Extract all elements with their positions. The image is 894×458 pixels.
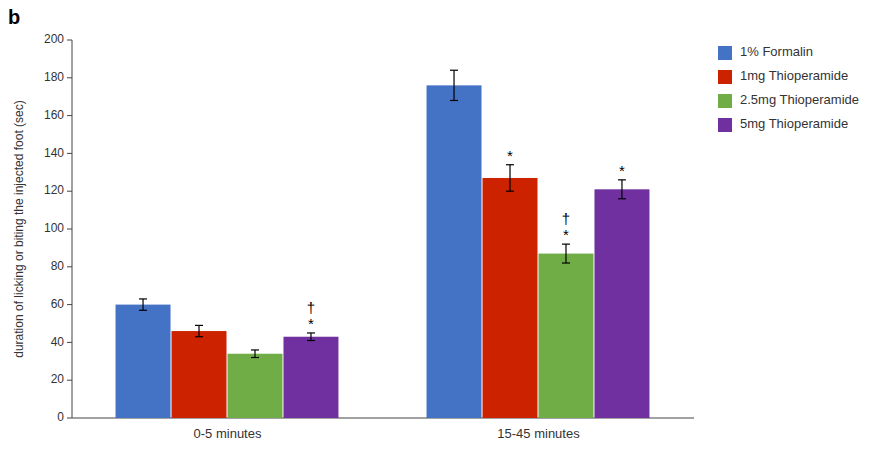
annotation: †	[562, 210, 570, 227]
y-tick	[67, 342, 72, 343]
legend: 1% Formalin 1mg Thioperamide 2.5mg Thioper…	[718, 44, 859, 132]
error-cap	[618, 198, 626, 199]
error-cap	[195, 325, 203, 326]
error-cap	[195, 336, 203, 337]
chart-container: 0 20 40 60 80 100 120 140 160 180 200 duration of l…	[0, 0, 894, 458]
series	[228, 244, 594, 418]
y-tick	[67, 380, 72, 381]
error-cap	[307, 340, 315, 341]
bar	[539, 254, 594, 418]
bar	[483, 178, 538, 418]
y-tick-label: 100	[44, 221, 64, 235]
y-tick-label: 40	[51, 335, 65, 349]
y-tick-label: 180	[44, 70, 64, 84]
error-line	[621, 180, 622, 199]
annotation: †	[307, 299, 315, 316]
series	[172, 165, 538, 418]
y-tick	[67, 229, 72, 230]
error-line	[509, 165, 510, 191]
annotation: *	[308, 315, 314, 332]
error-bar	[307, 333, 315, 341]
error-line	[310, 333, 311, 341]
x-axis: 0-5 minutes 15-45 minutes	[72, 418, 694, 441]
error-bar	[195, 325, 203, 336]
annotation: *	[563, 226, 569, 243]
error-cap	[450, 100, 458, 101]
error-cap	[251, 357, 259, 358]
error-line	[142, 299, 143, 310]
y-tick	[67, 304, 72, 305]
y-tick-label: 80	[51, 259, 65, 273]
error-cap	[506, 191, 514, 192]
y-tick-label: 0	[57, 410, 64, 424]
series	[116, 70, 482, 418]
y-tick	[67, 191, 72, 192]
y-tick	[67, 40, 72, 41]
annotation: *	[619, 162, 625, 179]
error-cap	[251, 349, 259, 350]
error-line	[254, 350, 255, 358]
chart: 0 20 40 60 80 100 120 140 160 180 200 duration of l…	[0, 0, 894, 458]
annotation: *	[507, 147, 513, 164]
x-tick-label: 0-5 minutes	[194, 426, 262, 441]
y-tick	[67, 153, 72, 154]
marks	[116, 70, 650, 418]
y-tick-label: 120	[44, 183, 64, 197]
error-bar	[450, 70, 458, 100]
legend-label: 1mg Thioperamide	[740, 68, 848, 83]
y-tick	[67, 115, 72, 116]
error-cap	[562, 244, 570, 245]
y-tick-label: 20	[51, 372, 65, 386]
title: b	[8, 6, 20, 28]
bar	[172, 331, 227, 418]
error-bar	[251, 350, 259, 358]
legend-swatch	[718, 46, 732, 60]
bar	[594, 189, 649, 418]
error-cap	[618, 179, 626, 180]
annotations: *†**†*	[307, 147, 625, 332]
legend-swatch	[718, 118, 732, 132]
error-cap	[307, 332, 315, 333]
legend-label: 1% Formalin	[740, 44, 813, 59]
y-tick	[67, 418, 72, 419]
error-line	[453, 70, 454, 100]
bar	[283, 337, 338, 418]
error-bar	[618, 180, 626, 199]
series	[283, 180, 649, 418]
y-axis-label: duration of licking or biting the inject…	[12, 100, 26, 357]
error-bar	[562, 244, 570, 263]
y-tick-label: 160	[44, 108, 64, 122]
y-axis: 0 20 40 60 80 100 120 140 160 180 200	[44, 32, 72, 424]
error-line	[198, 325, 199, 336]
y-tick-label: 200	[44, 32, 64, 46]
bar	[427, 85, 482, 418]
error-cap	[506, 164, 514, 165]
legend-label: 5mg Thioperamide	[740, 116, 848, 131]
bar	[116, 305, 171, 418]
error-cap	[450, 70, 458, 71]
y-tick	[67, 77, 72, 78]
x-tick-label: 15-45 minutes	[497, 426, 580, 441]
y-tick	[67, 266, 72, 267]
error-line	[565, 244, 566, 263]
error-bar	[506, 165, 514, 191]
legend-label: 2.5mg Thioperamide	[740, 92, 859, 107]
y-tick-label: 60	[51, 297, 65, 311]
error-bar	[139, 299, 147, 310]
error-cap	[562, 262, 570, 263]
bar	[228, 354, 283, 418]
y-tick-label: 140	[44, 146, 64, 160]
legend-swatch	[718, 70, 732, 84]
error-cap	[139, 310, 147, 311]
error-cap	[139, 298, 147, 299]
legend-swatch	[718, 94, 732, 108]
